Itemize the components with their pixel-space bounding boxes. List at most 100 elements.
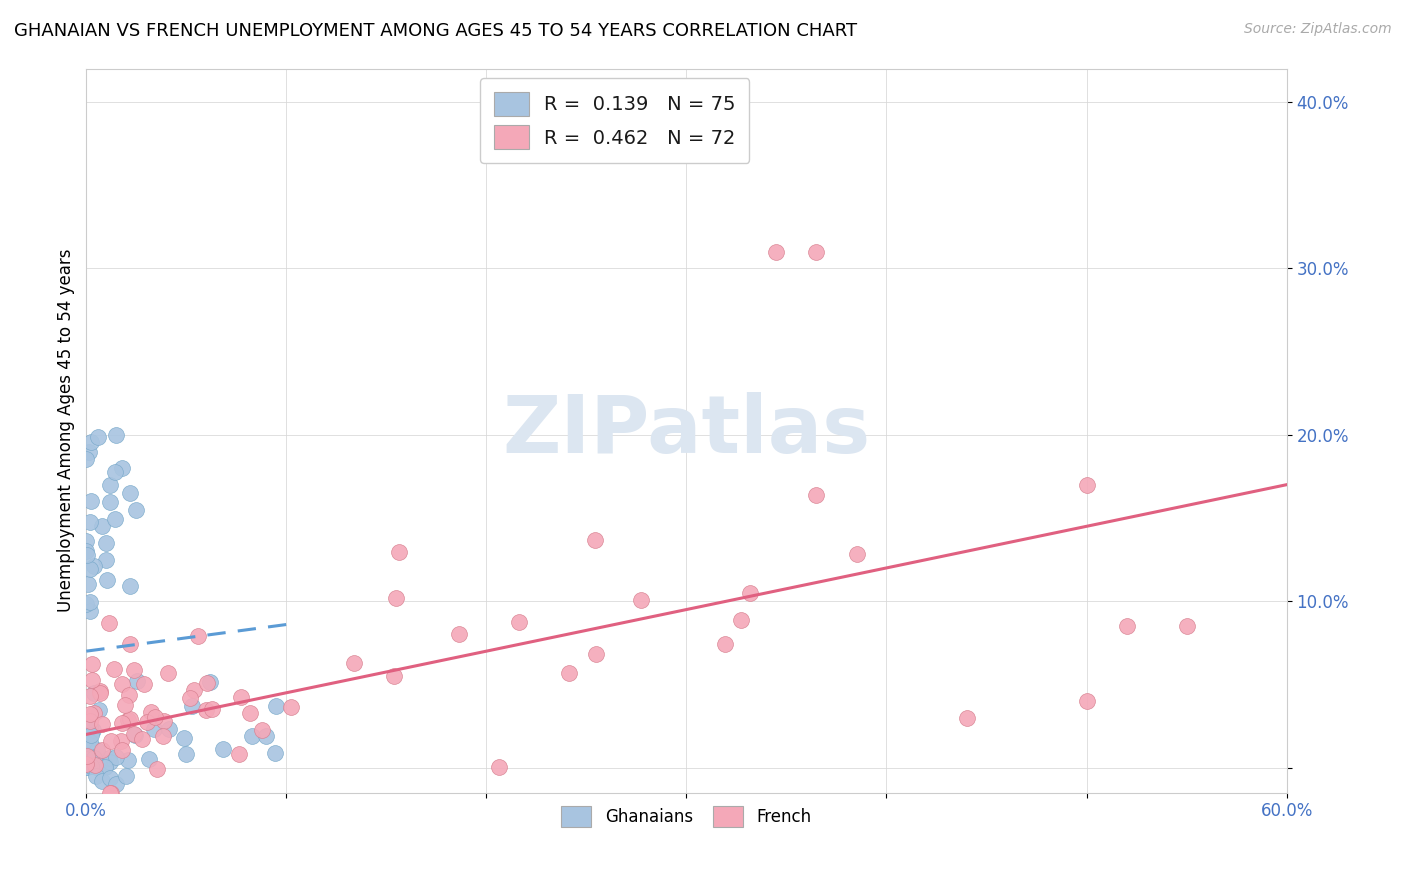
Point — [75, 752, 97, 766]
Point — [103, 663, 125, 677]
Legend: Ghanaians, French: Ghanaians, French — [553, 798, 820, 835]
Point — [89, 683, 111, 698]
Point — [240, 729, 263, 743]
Point — [75, 752, 97, 766]
Point — [114, 698, 136, 712]
Point — [76, 760, 98, 774]
Point — [131, 731, 153, 746]
Point — [239, 706, 262, 720]
Point — [75, 747, 97, 762]
Point — [846, 547, 869, 561]
Point — [118, 712, 141, 726]
Point — [82, 723, 104, 738]
Point — [173, 731, 195, 745]
Point — [79, 728, 101, 742]
Point — [183, 683, 205, 698]
Point — [98, 771, 121, 785]
Point — [124, 728, 146, 742]
Point — [77, 754, 100, 768]
Point — [79, 562, 101, 576]
Point — [94, 760, 117, 774]
Point — [200, 702, 222, 716]
Point — [228, 747, 250, 761]
Point — [111, 716, 134, 731]
Point — [84, 760, 107, 774]
Point — [111, 743, 134, 757]
Point — [740, 585, 762, 599]
Point — [96, 552, 118, 566]
Point — [382, 669, 405, 683]
Point — [730, 613, 752, 627]
Point — [447, 627, 470, 641]
Point — [229, 690, 252, 705]
Point — [83, 558, 105, 573]
Point — [1076, 477, 1098, 491]
Point — [194, 702, 217, 716]
Point — [765, 244, 787, 259]
Point — [263, 746, 285, 760]
Point — [79, 595, 101, 609]
Point — [83, 706, 105, 720]
Point — [212, 742, 235, 756]
Point — [558, 665, 581, 680]
Point — [488, 760, 510, 774]
Point — [100, 786, 122, 800]
Point — [343, 657, 366, 671]
Point — [110, 733, 132, 747]
Point — [264, 698, 287, 713]
Point — [75, 597, 97, 611]
Point — [75, 544, 97, 558]
Point — [98, 495, 121, 509]
Point — [94, 757, 117, 772]
Point — [96, 573, 118, 587]
Point — [104, 512, 127, 526]
Point — [79, 720, 101, 734]
Text: ZIPatlas: ZIPatlas — [502, 392, 870, 469]
Point — [125, 674, 148, 689]
Point — [79, 689, 101, 703]
Point — [388, 544, 411, 558]
Point — [806, 244, 828, 259]
Point — [79, 605, 101, 619]
Point — [254, 729, 277, 743]
Point — [714, 637, 737, 651]
Point — [98, 615, 121, 630]
Point — [82, 673, 104, 688]
Point — [508, 615, 530, 630]
Point — [76, 759, 98, 773]
Point — [104, 465, 127, 479]
Point — [125, 502, 148, 516]
Point — [122, 663, 145, 677]
Point — [120, 637, 142, 651]
Y-axis label: Unemployment Among Ages 45 to 54 years: Unemployment Among Ages 45 to 54 years — [58, 249, 75, 612]
Point — [98, 750, 121, 764]
Point — [138, 751, 160, 765]
Point — [83, 758, 105, 772]
Point — [79, 734, 101, 748]
Point — [157, 723, 180, 737]
Point — [152, 729, 174, 743]
Point — [87, 757, 110, 772]
Point — [1115, 619, 1137, 633]
Point — [98, 477, 121, 491]
Point — [385, 591, 408, 605]
Point — [117, 753, 139, 767]
Point — [152, 714, 174, 729]
Point — [89, 686, 111, 700]
Point — [181, 699, 204, 714]
Point — [120, 486, 142, 500]
Point — [98, 786, 121, 800]
Point — [89, 703, 111, 717]
Point — [630, 592, 652, 607]
Point — [90, 743, 112, 757]
Point — [80, 494, 103, 508]
Point — [75, 534, 97, 549]
Point — [77, 444, 100, 458]
Point — [84, 769, 107, 783]
Point — [118, 579, 141, 593]
Point — [83, 751, 105, 765]
Point — [75, 452, 97, 467]
Point — [76, 748, 98, 763]
Point — [585, 648, 607, 662]
Point — [94, 760, 117, 774]
